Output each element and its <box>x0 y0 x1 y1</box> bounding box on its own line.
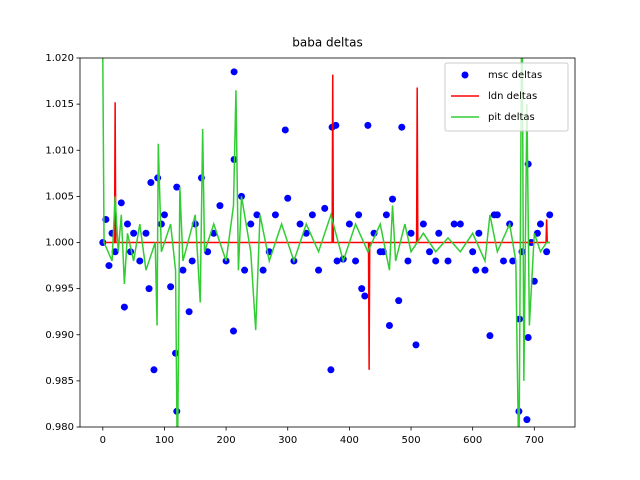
scatter-point <box>145 285 153 293</box>
scatter-point <box>315 266 323 274</box>
plot-area <box>99 58 554 427</box>
scatter-point <box>105 262 113 270</box>
scatter-point <box>352 257 360 265</box>
y-tick-label: 0.980 <box>45 422 74 433</box>
line-series <box>102 74 550 370</box>
scatter-point <box>284 194 292 202</box>
scatter-point <box>229 327 237 335</box>
scatter-point <box>419 220 427 228</box>
y-tick-label: 1.005 <box>45 191 74 202</box>
scatter-point <box>398 123 406 131</box>
scatter-point <box>472 266 480 274</box>
scatter-point <box>173 183 181 191</box>
legend-marker <box>461 71 469 79</box>
scatter-point <box>247 220 255 228</box>
x-tick-label: 0 <box>100 435 106 446</box>
x-tick-label: 700 <box>525 435 544 446</box>
scatter-point <box>253 211 261 219</box>
scatter-point <box>241 266 249 274</box>
scatter-point <box>364 121 372 129</box>
scatter-point <box>524 334 532 342</box>
scatter-point <box>490 211 498 219</box>
legend-box <box>444 62 569 132</box>
scatter-point <box>361 292 369 300</box>
scatter-point <box>486 332 494 340</box>
scatter-point <box>185 308 193 316</box>
scatter-point <box>216 202 224 210</box>
scatter-point <box>426 248 434 256</box>
scatter-point <box>385 322 393 330</box>
y-tick-label: 0.990 <box>45 330 74 341</box>
scatter-point <box>172 349 180 357</box>
scatter-point <box>509 257 517 265</box>
scatter-point <box>395 297 403 305</box>
scatter-point <box>435 229 443 237</box>
scatter-point <box>230 68 238 76</box>
scatter-point <box>157 220 165 228</box>
scatter-point <box>432 257 440 265</box>
scatter-point <box>123 220 131 228</box>
scatter-point <box>444 257 452 265</box>
scatter-point <box>167 283 175 291</box>
scatter-point <box>407 229 415 237</box>
chart-title: baba deltas <box>292 36 362 50</box>
scatter-point <box>475 229 483 237</box>
scatter-point <box>321 204 329 212</box>
legend-label: ldn deltas <box>488 91 537 102</box>
line-series <box>102 58 550 427</box>
scatter-point <box>271 211 279 219</box>
scatter-point <box>160 211 168 219</box>
scatter-point <box>481 266 489 274</box>
scatter-point <box>469 248 477 256</box>
scatter-point <box>345 220 353 228</box>
scatter-point <box>389 195 397 203</box>
x-tick-label: 400 <box>340 435 359 446</box>
y-tick-label: 1.000 <box>45 238 74 249</box>
y-tick-label: 1.020 <box>45 53 74 64</box>
scatter-point <box>111 248 119 256</box>
scatter-point <box>450 220 458 228</box>
scatter-point <box>456 220 464 228</box>
legend-label: pit deltas <box>488 112 535 123</box>
scatter-point <box>546 211 554 219</box>
x-tick-label: 600 <box>463 435 482 446</box>
scatter-point <box>382 211 390 219</box>
scatter-point <box>499 257 507 265</box>
scatter-point <box>308 211 316 219</box>
scatter-point <box>536 220 544 228</box>
y-tick-label: 1.010 <box>45 145 74 156</box>
scatter-point <box>412 341 420 349</box>
scatter-point <box>117 199 125 207</box>
scatter-point <box>120 303 128 311</box>
x-tick-label: 200 <box>217 435 236 446</box>
scatter-point <box>355 211 363 219</box>
scatter-point <box>333 257 341 265</box>
y-tick-label: 0.995 <box>45 284 74 295</box>
scatter-point <box>188 257 196 265</box>
legend-label: msc deltas <box>488 70 542 81</box>
scatter-point <box>358 285 366 293</box>
x-tick-label: 100 <box>155 435 174 446</box>
scatter-point <box>296 220 304 228</box>
scatter-point <box>130 229 138 237</box>
scatter-point <box>327 366 335 374</box>
y-tick-label: 0.985 <box>45 376 74 387</box>
scatter-point <box>404 257 412 265</box>
scatter-point <box>179 266 187 274</box>
y-tick-label: 1.015 <box>45 99 74 110</box>
scatter-point <box>136 257 144 265</box>
scatter-point <box>150 366 158 374</box>
scatter-point <box>523 416 531 424</box>
scatter-point <box>259 266 267 274</box>
x-tick-label: 300 <box>278 435 297 446</box>
scatter-point <box>281 126 289 134</box>
scatter-point <box>543 248 551 256</box>
x-tick-label: 500 <box>401 435 420 446</box>
scatter-point <box>147 179 155 187</box>
scatter-point <box>142 229 150 237</box>
